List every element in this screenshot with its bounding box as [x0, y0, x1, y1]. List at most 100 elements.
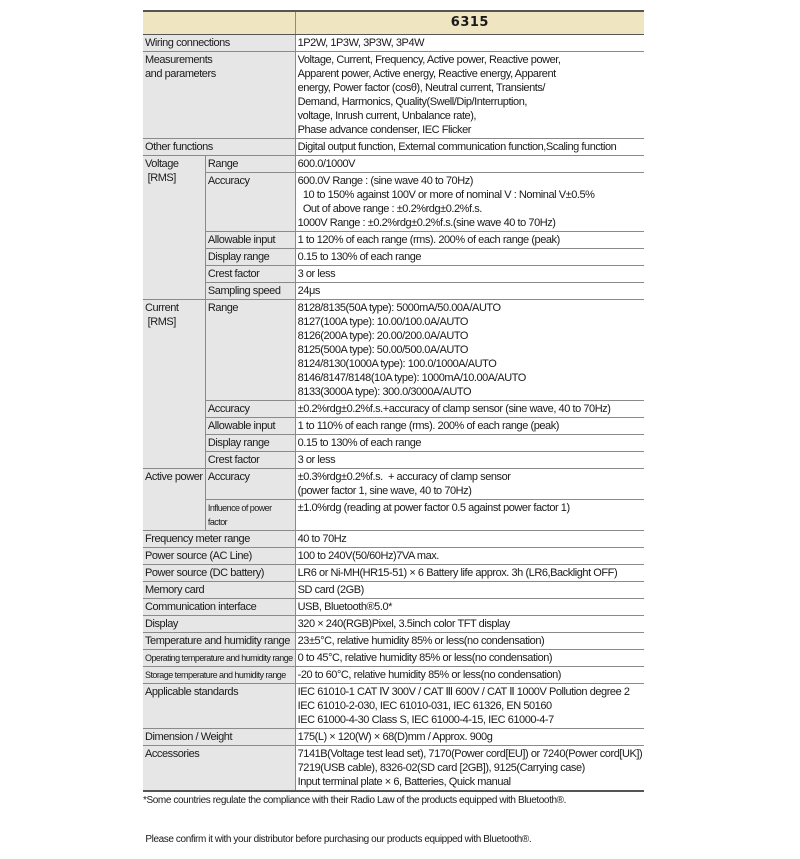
text-line: Accessories — [145, 748, 200, 760]
spec-sublabel: Range — [204, 155, 296, 173]
spec-group-label: Current [RMS] — [143, 299, 206, 469]
text-line: USB, Bluetooth®5.0* — [297, 601, 393, 613]
spec-label: Measurements and parameters — [143, 51, 296, 139]
spec-subrow: Sampling speed 24μs — [143, 282, 645, 300]
spec-sublabel: Crest factor — [204, 451, 296, 469]
spec-value: 600.0V Range : (sine wave 40 to 70Hz) 10… — [295, 172, 645, 232]
text-line: Temperature and humidity range — [145, 635, 290, 647]
text-line: Voltage — [145, 158, 179, 170]
spec-row: Operating temperature and humidity range… — [143, 649, 645, 667]
spec-sublabel: Accuracy — [204, 172, 296, 232]
spec-value: 600.0/1000V — [295, 155, 645, 173]
header-blank-cell — [143, 10, 296, 35]
text-line: Display — [145, 618, 178, 630]
spec-label: Operating temperature and humidity range — [143, 649, 296, 667]
text-line: Wiring connections — [145, 37, 230, 49]
spec-sublabel: Allowable input — [204, 417, 296, 435]
model-title: 6315 — [295, 10, 645, 35]
spec-value: LR6 or Ni-MH(HR15-51) × 6 Battery life a… — [295, 564, 645, 582]
spec-row: Dimension / Weight 175(L) × 120(W) × 68(D… — [143, 728, 645, 746]
spec-label: Wiring connections — [143, 34, 296, 52]
spec-sublabel: Crest factor — [204, 265, 296, 283]
text-line: -20 to 60°C, relative humidity 85% or le… — [297, 669, 562, 681]
text-line: 0.15 to 130% of each range — [297, 437, 422, 449]
text-line: LR6 or Ni-MH(HR15-51) × 6 Battery life a… — [297, 567, 618, 579]
footnote-line: Please confirm it with your distributor … — [143, 834, 532, 845]
spec-sublabel: Range — [204, 299, 296, 401]
spec-row: Power source (AC Line) 100 to 240V(50/60H… — [143, 547, 645, 565]
text-line: 8133(3000A type): 300.0/3000A/AUTO — [297, 386, 472, 398]
text-line: ±0.3%rdg±0.2%f.s. + accuracy of clamp se… — [297, 471, 511, 483]
text-line: 3 or less — [297, 454, 336, 466]
spec-label: Power source (AC Line) — [143, 547, 296, 565]
spec-value: ±0.2%rdg±0.2%f.s.+accuracy of clamp sens… — [295, 400, 645, 418]
text-line: 8127(100A type): 10.00/100.0A/AUTO — [297, 316, 469, 328]
spec-row: Temperature and humidity range 23±5°C, re… — [143, 632, 645, 650]
spec-sublabel: Allowable input — [204, 231, 296, 249]
spec-row: Other functions Digital output function, … — [143, 138, 645, 156]
spec-value: USB, Bluetooth®5.0* — [295, 598, 645, 616]
spec-table: 6315 Wiring connections 1P2W, 1P3W, 3P3W,… — [143, 10, 645, 792]
spec-label: Memory card — [143, 581, 296, 599]
spec-subrow: Allowable input 1 to 110% of each range (… — [143, 417, 645, 435]
footnote: *Some countries regulate the compliance … — [143, 768, 566, 859]
text-line: 0.15 to 130% of each range — [297, 251, 422, 263]
spec-label: Display — [143, 615, 296, 633]
text-line: 0 to 45°C, relative humidity 85% or less… — [297, 652, 553, 664]
text-line: 320 × 240(RGB)Pixel, 3.5inch color TFT d… — [297, 618, 511, 630]
text-line: 7219(USB cable), 8326-02(SD card [2GB]),… — [297, 762, 586, 774]
spec-sublabel: Influence of power factor — [204, 499, 296, 531]
spec-subrow: Allowable input 1 to 120% of each range (… — [143, 231, 645, 249]
text-line: Communication interface — [145, 601, 257, 613]
spec-subrow: Accuracy ±0.2%rdg±0.2%f.s.+accuracy of cl… — [143, 400, 645, 418]
text-line: Operating temperature and humidity range — [145, 653, 293, 663]
text-line: Apparent power, Active energy, Reactive … — [297, 68, 557, 80]
spec-row: Frequency meter range 40 to 70Hz — [143, 530, 645, 548]
spec-row: Wiring connections 1P2W, 1P3W, 3P3W, 3P4W — [143, 34, 645, 52]
text-line: Digital output function, External commun… — [297, 141, 617, 153]
spec-value: 1 to 120% of each range (rms). 200% of e… — [295, 231, 645, 249]
spec-value: 23±5°C, relative humidity 85% or less(no… — [295, 632, 645, 650]
text-line: Measurements — [145, 54, 213, 66]
text-line: 1 to 120% of each range (rms). 200% of e… — [297, 234, 561, 246]
spec-label: Storage temperature and humidity range — [143, 666, 296, 684]
spec-value: 0 to 45°C, relative humidity 85% or less… — [295, 649, 645, 667]
text-line: 23±5°C, relative humidity 85% or less(no… — [297, 635, 545, 647]
text-line: Other functions — [145, 141, 213, 153]
text-line: Memory card — [145, 584, 205, 596]
spec-label: Frequency meter range — [143, 530, 296, 548]
spec-row: Communication interface USB, Bluetooth®5.… — [143, 598, 645, 616]
text-line: IEC 61010-1 CAT Ⅳ 300V / CAT Ⅲ 600V / CA… — [297, 686, 630, 698]
spec-subrow: Accuracy 600.0V Range : (sine wave 40 to … — [143, 172, 645, 232]
spec-value: 1 to 110% of each range (rms). 200% of e… — [295, 417, 645, 435]
spec-subrow: Display range 0.15 to 130% of each range — [143, 248, 645, 266]
text-line: ±0.2%rdg±0.2%f.s.+accuracy of clamp sens… — [297, 403, 611, 415]
spec-subrow: Active power Accuracy ±0.3%rdg±0.2%f.s. + … — [143, 468, 645, 531]
spec-group-label: Voltage [RMS] — [143, 155, 206, 300]
text-line: and parameters — [145, 68, 216, 80]
text-line: Active power — [145, 471, 203, 483]
spec-label: Applicable standards — [143, 683, 296, 729]
spec-label: Other functions — [143, 138, 296, 156]
spec-value: 3 or less — [295, 451, 645, 469]
spec-value: ±1.0%rdg (reading at power factor 0.5 ag… — [295, 499, 645, 531]
text-line: 1000V Range : ±0.2%rdg±0.2%f.s.(sine wav… — [297, 217, 556, 229]
spec-sublabel: Display range — [204, 248, 296, 266]
text-line: IEC 61000-4-30 Class S, IEC 61000-4-15, … — [297, 714, 555, 726]
text-line: Demand, Harmonics, Quality(Swell/Dip/Int… — [297, 96, 528, 108]
footnote-line: *Some countries regulate the compliance … — [143, 795, 566, 806]
spec-value: ±0.3%rdg±0.2%f.s. + accuracy of clamp se… — [295, 468, 645, 500]
text-line: Frequency meter range — [145, 533, 250, 545]
text-line: Power source (AC Line) — [145, 550, 252, 562]
spec-subrow: Current [RMS] Range 8128/8135(50A type): 5… — [143, 299, 645, 469]
spec-sublabel: Display range — [204, 434, 296, 452]
text-line: 1 to 110% of each range (rms). 200% of e… — [297, 420, 560, 432]
text-line: 8125(500A type): 50.00/500.0A/AUTO — [297, 344, 469, 356]
spec-sublabel: Accuracy — [204, 400, 296, 418]
text-line: Dimension / Weight — [145, 731, 233, 743]
spec-value: Voltage, Current, Frequency, Active powe… — [295, 51, 645, 139]
spec-value: 0.15 to 130% of each range — [295, 434, 645, 452]
text-line: Current — [145, 302, 179, 314]
text-line: 8126(200A type): 20.00/200.0A/AUTO — [297, 330, 469, 342]
spec-subrow: Voltage [RMS] Range 600.0/1000V — [143, 155, 645, 300]
